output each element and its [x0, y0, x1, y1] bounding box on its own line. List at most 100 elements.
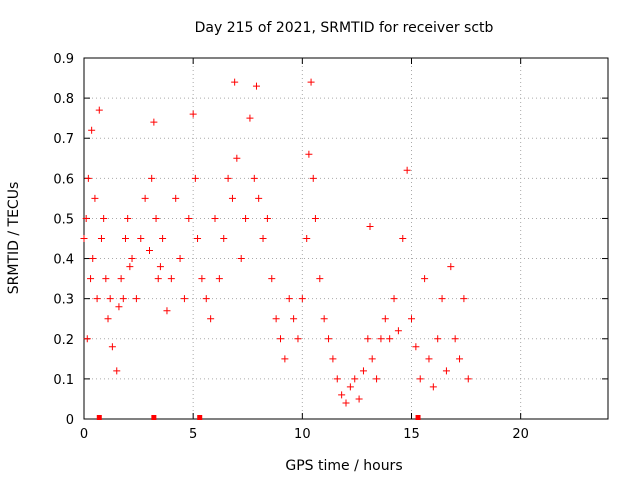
- data-point: [366, 222, 374, 230]
- data-point: [456, 355, 464, 363]
- data-point: [311, 214, 319, 222]
- data-point: [316, 275, 324, 283]
- data-point: [237, 255, 245, 263]
- data-point: [159, 235, 167, 242]
- data-point: [281, 355, 289, 363]
- data-point: [89, 255, 97, 263]
- data-point: [255, 194, 263, 202]
- data-point: [259, 235, 267, 242]
- y-axis-title: SRMTID / TECUs: [6, 182, 22, 295]
- data-point: [233, 154, 241, 162]
- data-point: [83, 335, 91, 343]
- data-point: [215, 275, 223, 283]
- data-point: [148, 174, 156, 182]
- data-point: [202, 295, 210, 303]
- data-point: [272, 315, 280, 323]
- data-point: [290, 315, 298, 323]
- data-point: [250, 174, 258, 182]
- data-point: [207, 315, 215, 323]
- data-point: [211, 214, 219, 222]
- data-point: [329, 355, 337, 363]
- data-point: [93, 295, 101, 303]
- data-point: [342, 399, 350, 407]
- data-point: [220, 235, 228, 242]
- data-point: [285, 295, 293, 303]
- data-point: [268, 275, 276, 283]
- data-point: [198, 275, 206, 283]
- data-point: [119, 295, 127, 303]
- data-point: [242, 214, 250, 222]
- data-point: [305, 150, 313, 158]
- data-point: [180, 295, 188, 303]
- data-point: [309, 174, 317, 182]
- data-point: [172, 194, 180, 202]
- data-point: [163, 307, 171, 315]
- data-point: [438, 295, 446, 303]
- data-point: [252, 82, 260, 90]
- data-point: [167, 275, 175, 283]
- data-point: [460, 295, 468, 303]
- data-point: [246, 114, 254, 122]
- data-point: [100, 214, 108, 222]
- data-point: [108, 343, 116, 351]
- data-point: [320, 315, 328, 323]
- data-point: [338, 391, 346, 399]
- data-point: [386, 335, 394, 343]
- y-tick-label: 0.3: [53, 293, 74, 308]
- y-tick-label: 0.5: [53, 212, 74, 227]
- y-tick-label: 0.4: [53, 253, 74, 268]
- data-point: [399, 235, 407, 242]
- data-point: [390, 295, 398, 303]
- data-point: [104, 315, 112, 323]
- data-point: [464, 375, 472, 383]
- data-points: [80, 78, 472, 407]
- data-point: [126, 263, 134, 271]
- data-point: [141, 194, 149, 202]
- x-tick-label: 20: [512, 427, 529, 442]
- x-tick-label: 15: [403, 427, 420, 442]
- data-point: [115, 303, 123, 311]
- x-tick-label: 10: [294, 427, 311, 442]
- data-point: [231, 78, 239, 86]
- data-point: [224, 174, 232, 182]
- y-tick-label: 0.1: [53, 373, 74, 388]
- x-axis-title: GPS time / hours: [285, 458, 402, 474]
- data-point: [403, 166, 411, 174]
- x-tick-label: 5: [189, 427, 197, 442]
- data-point: [146, 247, 153, 255]
- data-point: [154, 275, 162, 283]
- data-point: [298, 295, 306, 303]
- data-point: [373, 375, 381, 383]
- y-tick-label: 0.2: [53, 333, 74, 348]
- data-point: [425, 355, 433, 363]
- data-point: [156, 263, 164, 271]
- data-point: [91, 194, 99, 202]
- data-point: [442, 367, 450, 375]
- axis-marker: [415, 415, 421, 420]
- data-point: [97, 235, 105, 242]
- data-point: [346, 383, 354, 391]
- data-point: [333, 375, 341, 383]
- axis-markers: [96, 415, 421, 420]
- data-point: [228, 194, 236, 202]
- axis-marker: [197, 415, 203, 420]
- y-tick-label: 0.6: [53, 172, 74, 187]
- tick-labels: 0 5 10 15 20 0 0.1 0.2 0.3 0.4 0.5 0.6 0.7 0.8 0.9: [53, 52, 529, 442]
- data-point: [185, 214, 193, 222]
- data-point: [447, 263, 455, 271]
- data-point: [355, 395, 363, 403]
- grid-lines: [84, 58, 608, 419]
- data-point: [106, 295, 114, 303]
- data-point: [132, 295, 140, 303]
- y-tick-label: 0.8: [53, 92, 74, 107]
- data-point: [303, 235, 311, 242]
- y-tick-label: 0: [66, 413, 74, 428]
- data-point: [80, 235, 88, 242]
- data-point: [434, 335, 442, 343]
- data-point: [128, 255, 136, 263]
- data-point: [364, 335, 372, 343]
- data-point: [137, 235, 145, 242]
- data-point: [121, 235, 129, 242]
- data-point: [189, 110, 197, 118]
